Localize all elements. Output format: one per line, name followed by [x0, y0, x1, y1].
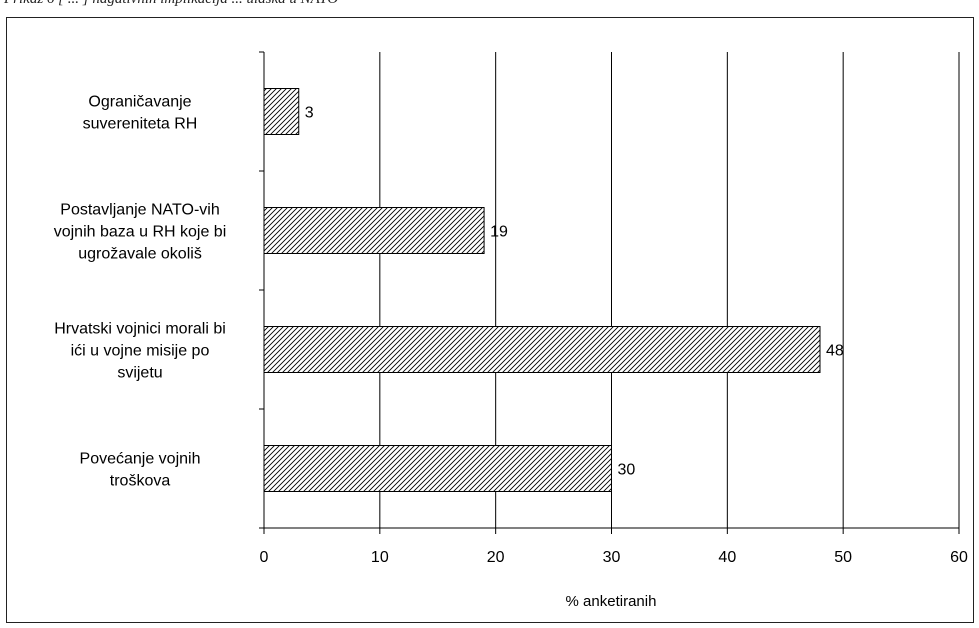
category-label-line: Ograničavanje — [88, 94, 191, 111]
bar-value-label: 19 — [490, 224, 508, 241]
category-label: Postavljanje NATO-vih vojnih baza u RH ko… — [54, 202, 227, 263]
category-label: Povećanje vojnih troškova — [80, 451, 201, 490]
bar — [263, 326, 821, 373]
category-label-line: svijetu — [117, 365, 162, 382]
figure-caption: Prikaz 6 [ ... ] nagativnih implikacija … — [0, 0, 979, 16]
category-label-line: ići u vojne misije po — [71, 343, 210, 360]
bar — [263, 445, 612, 492]
chart-frame — [6, 17, 974, 623]
bar-value-label: 3 — [305, 105, 314, 122]
category-label-line: Hrvatski vojnici morali bi — [54, 321, 226, 338]
category-label-line: troškova — [110, 473, 171, 490]
x-tick-label: 50 — [834, 549, 852, 566]
category-label: Hrvatski vojnici morali bi ići u vojne mi… — [54, 321, 226, 382]
category-label-line: Postavljanje NATO-vih — [60, 202, 219, 219]
x-tick-label: 10 — [371, 549, 389, 566]
bar-value-label: 30 — [618, 462, 636, 479]
category-label-line: ugrožavale okoliš — [78, 246, 202, 263]
category-label-line: suvereniteta RH — [83, 116, 198, 133]
x-tick-label: 40 — [718, 549, 736, 566]
x-axis-title: % anketiranih — [566, 593, 657, 610]
x-tick-label: 30 — [603, 549, 621, 566]
bar-value-label: 48 — [826, 343, 844, 360]
bar — [263, 88, 300, 135]
figure-caption-text: Prikaz 6 [ ... ] nagativnih implikacija … — [4, 0, 338, 8]
category-label-line: vojnih baza u RH koje bi — [54, 224, 227, 241]
bar — [263, 207, 485, 254]
bars — [263, 88, 821, 492]
labels: 0 10 20 30 40 50 60 3 Ograničavanje suvereniteta … — [54, 94, 968, 567]
x-tick-label: 0 — [260, 549, 269, 566]
x-tick-label: 60 — [950, 549, 968, 566]
x-tick-label: 20 — [487, 549, 505, 566]
axes — [259, 51, 960, 534]
category-label-line: Povećanje vojnih — [80, 451, 201, 468]
category-label: Ograničavanje suvereniteta RH — [83, 94, 198, 133]
